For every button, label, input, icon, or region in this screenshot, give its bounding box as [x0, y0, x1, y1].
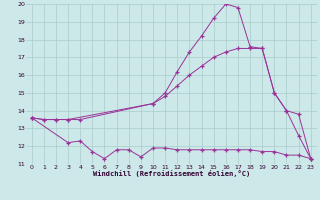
- X-axis label: Windchill (Refroidissement éolien,°C): Windchill (Refroidissement éolien,°C): [92, 170, 250, 177]
